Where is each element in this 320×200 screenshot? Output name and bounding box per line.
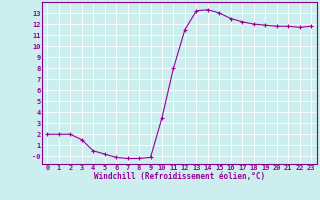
X-axis label: Windchill (Refroidissement éolien,°C): Windchill (Refroidissement éolien,°C): [94, 172, 265, 181]
